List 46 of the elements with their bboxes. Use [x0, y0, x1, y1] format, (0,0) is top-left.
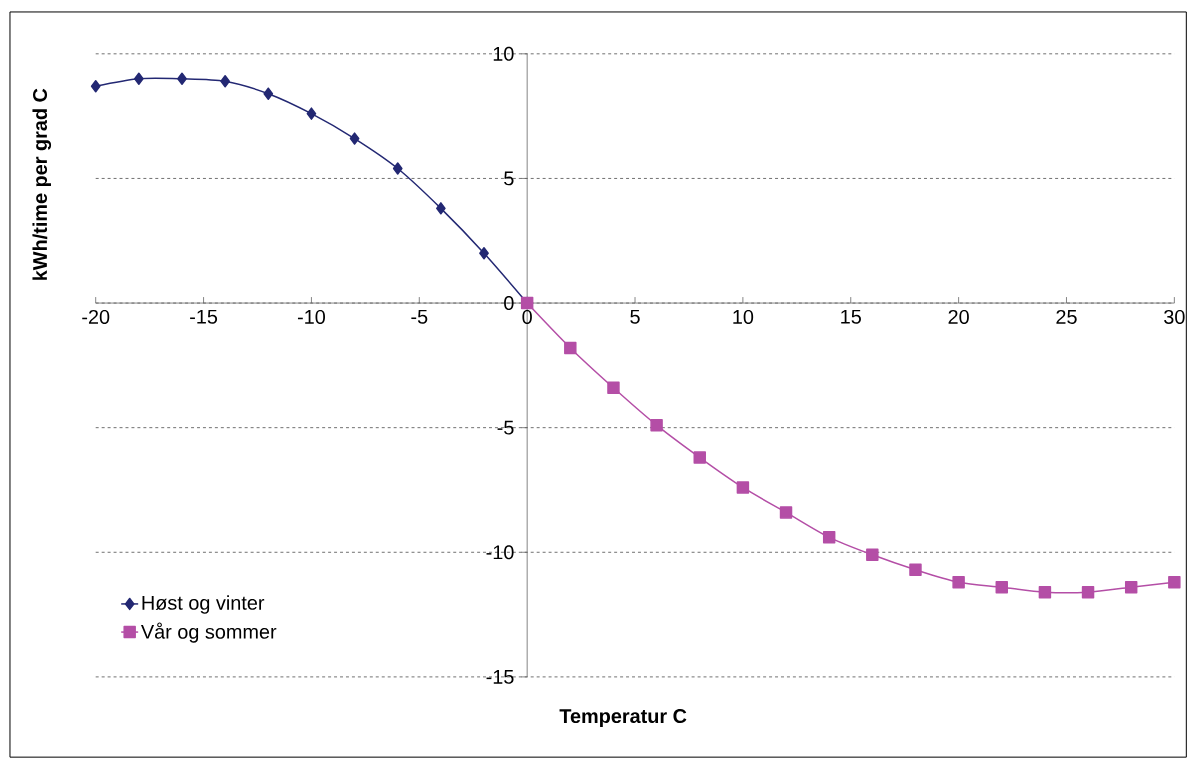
- point: [263, 87, 274, 101]
- point: [650, 419, 663, 432]
- point: [952, 576, 965, 589]
- x-tick-label: 15: [841, 310, 861, 324]
- point: [693, 451, 706, 464]
- x-axis-title: Temperatur C: [559, 709, 687, 728]
- x-tick-label: 20: [948, 310, 969, 325]
- x-tick-label: -20: [82, 310, 110, 325]
- point: [1038, 586, 1052, 599]
- point: [436, 202, 446, 215]
- point: [909, 563, 922, 577]
- x-tick-label: 10: [733, 310, 754, 325]
- point: [1124, 581, 1138, 594]
- point: [90, 80, 101, 93]
- x-tick-label: -10: [297, 310, 325, 325]
- point: [392, 162, 403, 175]
- x-tick-label: -5: [411, 310, 428, 324]
- point: [995, 581, 1008, 594]
- legend-label: Høst og vinter: [142, 595, 265, 614]
- y-tick-label: 10: [493, 46, 514, 62]
- x-tick-label: -15: [190, 310, 218, 324]
- y-tick-label: -15: [486, 670, 514, 684]
- x-tick-label: 0: [522, 310, 532, 325]
- x-tick-label: 5: [630, 310, 640, 324]
- point: [607, 381, 620, 395]
- y-tick-label: 0: [504, 296, 514, 311]
- point: [177, 72, 187, 86]
- point: [736, 481, 750, 494]
- point: [133, 72, 144, 86]
- point: [1168, 576, 1181, 589]
- point: [822, 531, 836, 544]
- point: [479, 247, 489, 260]
- legend-label: Vår og sommer: [140, 622, 277, 643]
- y-tick-label: -5: [497, 420, 514, 435]
- point: [779, 506, 793, 519]
- x-tick-label: 25: [1056, 310, 1077, 325]
- point: [866, 548, 879, 562]
- point: [306, 107, 317, 121]
- y-axis-title: kWh/time per grad C: [32, 88, 52, 281]
- point: [1081, 586, 1095, 599]
- point: [349, 132, 360, 145]
- y-tick-label: 5: [504, 171, 514, 186]
- point: [564, 341, 577, 355]
- x-tick-label: 30: [1164, 310, 1185, 325]
- point: [220, 75, 230, 88]
- y-tick-label: -10: [486, 545, 514, 560]
